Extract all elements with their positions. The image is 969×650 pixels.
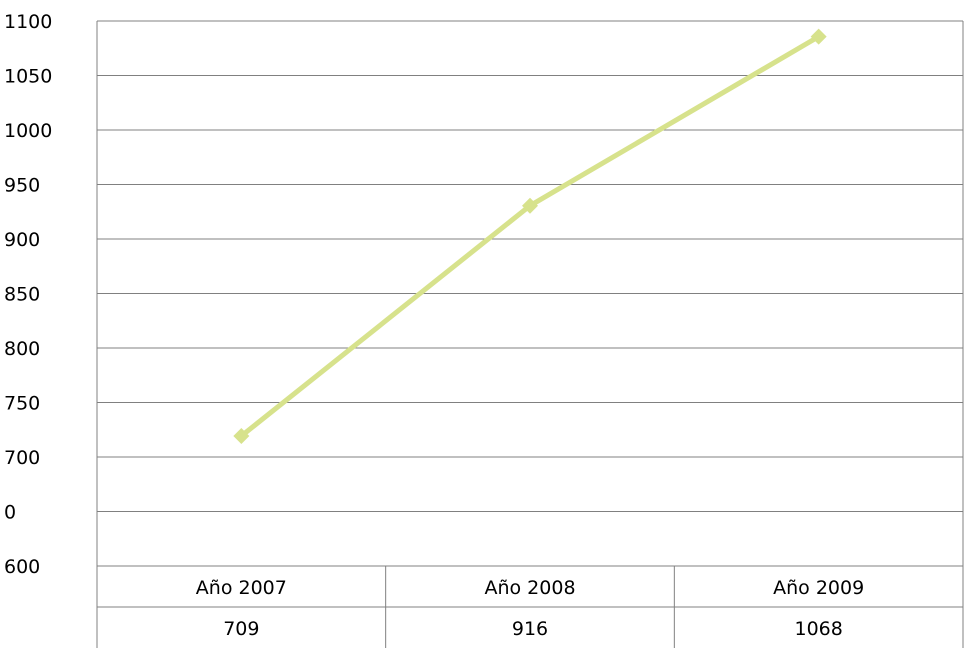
y-tick-label: 950: [4, 175, 40, 197]
y-tick-label: 900: [4, 229, 40, 251]
gridlines: [96, 20, 964, 648]
y-tick-label: 750: [4, 393, 40, 415]
y-tick-label: 1100: [4, 11, 52, 33]
x-category-label: Año 2007: [196, 577, 287, 599]
series-line: [239, 34, 820, 438]
y-tick-label: 0: [4, 502, 16, 524]
y-axis-tick-labels: 1100 1050 1000 950 900 850 800 750 700 0 600: [4, 11, 52, 578]
y-tick-label: 850: [4, 284, 40, 306]
y-tick-label: 600: [4, 556, 40, 578]
y-tick-label: 1000: [4, 120, 52, 142]
y-tick-label: 700: [4, 447, 40, 469]
data-point-marker: [233, 427, 250, 444]
data-table-value: 709: [223, 618, 259, 640]
data-table-value: 1068: [794, 618, 842, 640]
series-path: [239, 34, 820, 438]
x-category-label: Año 2008: [484, 577, 575, 599]
data-table: Año 2007 709 Año 2008 916 Año 2009 1068: [97, 565, 964, 648]
data-point-marker: [522, 197, 538, 214]
series-markers: [233, 28, 827, 444]
y-tick-label: 1050: [4, 66, 52, 88]
data-table-value: 916: [512, 618, 548, 640]
y-tick-label: 800: [4, 338, 40, 360]
x-category-label: Año 2009: [773, 577, 864, 599]
data-point-marker: [810, 28, 827, 45]
